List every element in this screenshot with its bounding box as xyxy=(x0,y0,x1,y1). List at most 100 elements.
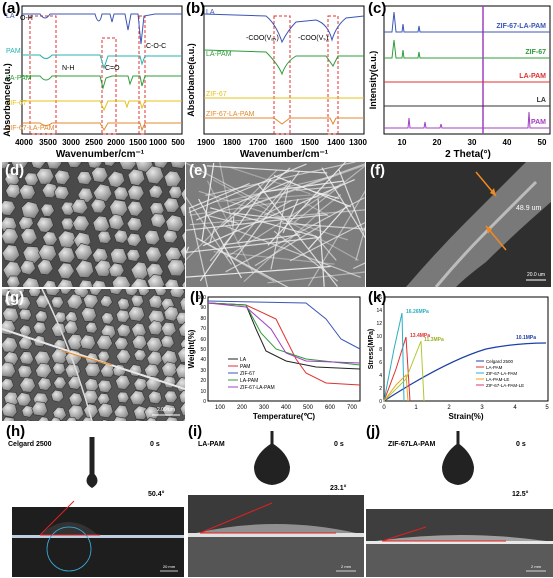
fiber-strand xyxy=(273,175,352,208)
svg-text:C=O: C=O xyxy=(105,65,120,72)
panel-h-angle: 50.4° xyxy=(148,491,165,498)
crystal-shape xyxy=(21,405,35,418)
crystal-shape xyxy=(126,216,143,232)
svg-text:PAM: PAM xyxy=(531,119,546,126)
svg-text:2000: 2000 xyxy=(107,138,125,147)
crystal-shape xyxy=(91,279,107,287)
crystal-shape xyxy=(2,319,17,336)
svg-text:LA: LA xyxy=(240,357,247,363)
crystal-shape xyxy=(21,277,40,287)
crystal-shape xyxy=(53,185,70,200)
svg-text:Intensity(a.u.): Intensity(a.u.) xyxy=(368,51,378,110)
crystal-shape xyxy=(82,389,99,404)
crystal-shape xyxy=(116,391,130,404)
crystal-shape xyxy=(18,184,36,200)
panel-c-xrd: ZIF-67-LA-PAM ZIF-67 LA-PAM LA PAM Inten… xyxy=(368,0,553,160)
crystal-shape xyxy=(134,419,144,421)
fiber-strand xyxy=(196,180,292,221)
svg-text:ZIF-67: ZIF-67 xyxy=(6,100,27,107)
panel-label-i: (i) xyxy=(188,423,203,440)
fiber-strand xyxy=(186,246,190,255)
fiber-strand xyxy=(295,186,339,191)
svg-text:12: 12 xyxy=(376,321,382,327)
svg-text:60: 60 xyxy=(200,337,206,343)
crystal-shape xyxy=(133,405,149,420)
panel-label-f: (f) xyxy=(370,162,385,179)
crystal-shape xyxy=(150,213,167,229)
crystal-shape xyxy=(36,258,54,276)
crystal-shape xyxy=(149,202,165,216)
crystal-shape xyxy=(21,201,40,219)
svg-text:O-H: O-H xyxy=(20,15,33,22)
crystal-shape xyxy=(66,333,85,351)
svg-text:Wavenumber/cm⁻¹: Wavenumber/cm⁻¹ xyxy=(240,149,329,160)
crystal-shape xyxy=(40,203,55,217)
fiber-strand xyxy=(206,165,328,174)
svg-text:30: 30 xyxy=(468,138,477,147)
svg-text:500: 500 xyxy=(171,138,185,147)
panel-i-title: LA-PAM xyxy=(198,441,225,448)
panel-label-l: (k) xyxy=(368,289,387,306)
svg-text:10: 10 xyxy=(376,334,382,340)
crystal-shape xyxy=(127,305,146,322)
crystal-shape xyxy=(153,162,169,169)
fiber-strand xyxy=(186,265,331,278)
svg-text:90: 90 xyxy=(200,305,206,311)
crystal-shape xyxy=(148,294,164,309)
fiber-strand xyxy=(314,234,337,261)
fiber-strand xyxy=(308,205,348,250)
svg-text:0: 0 xyxy=(382,405,386,411)
panel-label-a: (a) xyxy=(2,0,21,17)
fiber-strand xyxy=(263,199,292,216)
crystal-shape xyxy=(111,275,132,287)
panel-label-g: (g) xyxy=(5,289,25,306)
svg-text:40: 40 xyxy=(503,138,512,147)
crystal-shape xyxy=(137,289,150,297)
crystal-shape xyxy=(66,293,84,310)
svg-text:ZIF-67: ZIF-67 xyxy=(240,371,255,377)
crystal-shape xyxy=(91,166,109,183)
fiber-strand xyxy=(225,183,342,258)
panel-d-sem-crystals: (d) xyxy=(2,162,185,287)
crystal-shape xyxy=(25,419,33,421)
crystal-shape xyxy=(145,417,157,421)
svg-text:LA-PAM: LA-PAM xyxy=(519,73,546,80)
svg-text:100: 100 xyxy=(215,405,226,411)
svg-text:-COO(Vₐₛ): -COO(Vₐₛ) xyxy=(246,35,279,42)
crystal-shape xyxy=(77,187,94,203)
svg-text:Strain(%): Strain(%) xyxy=(448,412,483,421)
crystal-shape xyxy=(177,346,185,363)
panel-j-droplet-image: 2 mm xyxy=(366,431,553,577)
crystal-shape xyxy=(147,320,164,336)
crystal-shape xyxy=(2,227,19,245)
fiber-strand xyxy=(230,175,334,201)
crystal-shape xyxy=(154,289,167,296)
svg-text:LA-PAM: LA-PAM xyxy=(206,51,232,58)
svg-text:2: 2 xyxy=(379,386,382,392)
crystal-shape xyxy=(94,259,113,277)
crystal-shape xyxy=(163,390,178,404)
fiber-strand xyxy=(230,167,311,195)
fiber-strand xyxy=(259,180,345,193)
sem-crystals-image xyxy=(2,162,185,287)
crystal-shape xyxy=(2,307,20,323)
crystal-shape xyxy=(183,261,185,269)
crystal-shape xyxy=(179,244,185,260)
crystal-shape xyxy=(42,231,58,246)
ftir-curve-zif67 xyxy=(22,100,182,112)
crystal-shape xyxy=(3,294,17,308)
fiber-strand xyxy=(212,179,359,261)
svg-text:14: 14 xyxy=(376,308,382,314)
svg-text:1700: 1700 xyxy=(249,138,267,147)
crystal-shape xyxy=(2,416,16,421)
svg-text:4000: 4000 xyxy=(15,138,33,147)
svg-text:LA: LA xyxy=(6,13,15,20)
panel-label-e: (e) xyxy=(189,162,208,179)
fiber-strand xyxy=(307,190,365,287)
svg-text:3000: 3000 xyxy=(62,138,80,147)
svg-text:Weight(%): Weight(%) xyxy=(187,329,196,368)
fiber-strand xyxy=(209,233,234,262)
svg-text:2500: 2500 xyxy=(85,138,103,147)
crystal-shape xyxy=(57,262,75,280)
ftir-zoom-plot: LA LA-PAM ZIF-67 ZIF-67-LA-PAM -COO(Vₐₛ)… xyxy=(186,5,367,160)
